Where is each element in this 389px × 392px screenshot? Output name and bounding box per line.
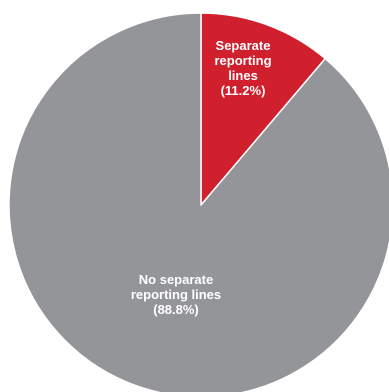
pie-slice-label-line: lines	[228, 68, 258, 83]
pie-slice-0	[200, 12, 326, 206]
pie-slice-label-line: (88.8%)	[153, 302, 199, 317]
pie-slice-label-line: (11.2%)	[221, 83, 266, 98]
pie-slice-1	[8, 12, 389, 392]
pie-slice-label-line: reporting lines	[131, 287, 221, 302]
pie-slice-label-line: reporting	[214, 53, 271, 68]
pie-slice-label-line: No separate	[139, 272, 213, 287]
pie-slice-label-1: No separate reporting lines (88.8%)	[131, 272, 221, 317]
pie-slice-label-0: Separate reporting lines (11.2%)	[214, 38, 271, 98]
pie-slice-label-line: Separate	[216, 38, 271, 53]
